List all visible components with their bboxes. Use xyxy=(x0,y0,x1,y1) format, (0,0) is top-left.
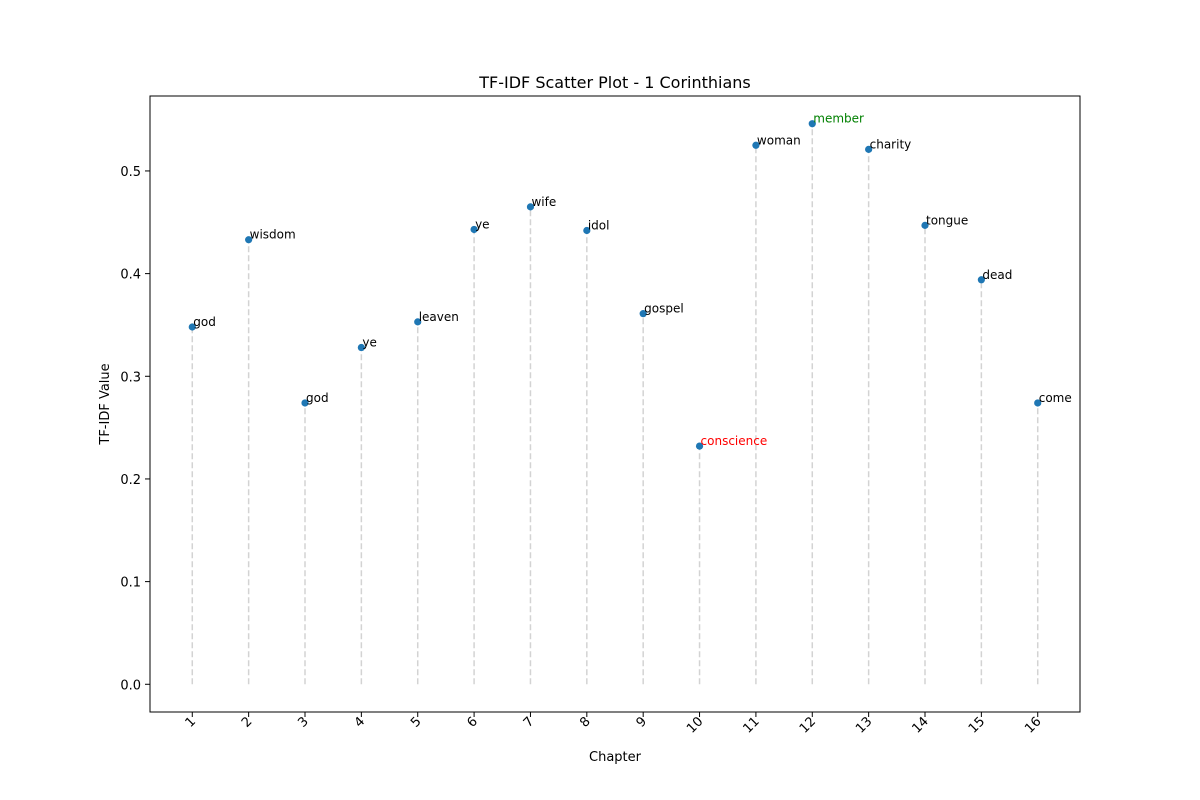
data-point xyxy=(639,310,647,318)
point-label: dead xyxy=(982,268,1012,282)
y-axis: 0.0 0.1 0.2 0.3 0.4 0.5 xyxy=(120,165,150,693)
chart-title: TF-IDF Scatter Plot - 1 Corinthians xyxy=(478,73,751,92)
data-point xyxy=(865,145,873,153)
x-axis: 1 2 3 4 5 6 7 8 9 10 11 12 13 14 15 16 xyxy=(183,712,1045,737)
plot-frame xyxy=(149,95,1081,713)
data-point xyxy=(583,226,591,235)
point-label: come xyxy=(1039,391,1072,405)
x-tick-label: 11 xyxy=(740,714,762,736)
y-tick-label: 0.2 xyxy=(120,473,141,488)
point-labels-layer: god wisdom god ye leaven ye wife idol gospel cons… xyxy=(193,112,1071,448)
x-tick-label: 16 xyxy=(1022,714,1044,736)
point-label: woman xyxy=(757,133,801,147)
y-tick-label: 0.5 xyxy=(120,165,141,180)
data-point xyxy=(245,236,253,244)
y-tick-label: 0.1 xyxy=(120,576,141,591)
point-label: leaven xyxy=(419,310,459,324)
x-tick-label: 13 xyxy=(853,714,875,736)
x-tick-label: 14 xyxy=(910,714,932,736)
point-label: god xyxy=(306,391,329,405)
point-label: member xyxy=(813,112,864,126)
data-point xyxy=(977,276,985,284)
y-axis-label: TF-IDF Value xyxy=(98,363,113,445)
point-label: ye xyxy=(475,217,489,231)
data-point xyxy=(808,120,816,128)
x-tick-label: 1 xyxy=(183,714,199,730)
x-tick-label: 4 xyxy=(352,714,368,730)
stems-layer xyxy=(191,123,1039,685)
point-label: wisdom xyxy=(250,228,296,242)
x-tick-label: 8 xyxy=(577,714,593,730)
data-point xyxy=(1034,399,1042,407)
point-label: god xyxy=(193,315,216,329)
y-tick-label: 0.3 xyxy=(120,370,141,385)
x-tick-label: 3 xyxy=(295,714,311,730)
data-point xyxy=(470,225,478,234)
x-tick-label: 12 xyxy=(797,714,819,736)
data-point xyxy=(695,442,704,450)
x-tick-label: 9 xyxy=(634,714,650,730)
x-tick-label: 15 xyxy=(966,714,988,736)
x-tick-label: 2 xyxy=(239,714,255,730)
data-point xyxy=(526,203,535,211)
point-label: idol xyxy=(588,218,610,232)
point-label: wife xyxy=(531,195,556,209)
x-tick-label: 7 xyxy=(521,714,537,730)
x-axis-label: Chapter xyxy=(589,750,642,765)
point-label: tongue xyxy=(926,213,968,227)
x-tick-label: 10 xyxy=(684,714,706,736)
y-tick-label: 0.0 xyxy=(120,678,141,693)
point-label: gospel xyxy=(644,302,684,316)
data-point xyxy=(357,343,365,352)
x-tick-label: 5 xyxy=(408,714,424,730)
points-layer xyxy=(188,120,1042,450)
data-point xyxy=(921,221,929,229)
x-tick-label: 6 xyxy=(464,714,480,730)
data-point xyxy=(188,323,196,331)
data-point xyxy=(301,399,309,407)
data-point xyxy=(752,141,760,149)
data-point xyxy=(414,318,422,326)
point-label: ye xyxy=(362,336,376,350)
y-tick-label: 0.4 xyxy=(120,268,141,283)
point-label: charity xyxy=(870,137,912,151)
point-label: conscience xyxy=(701,434,768,448)
